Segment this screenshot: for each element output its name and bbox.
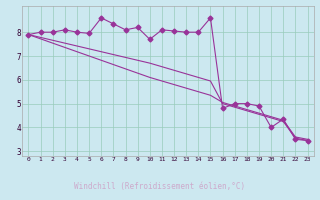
Text: Windchill (Refroidissement éolien,°C): Windchill (Refroidissement éolien,°C) [75,182,245,191]
